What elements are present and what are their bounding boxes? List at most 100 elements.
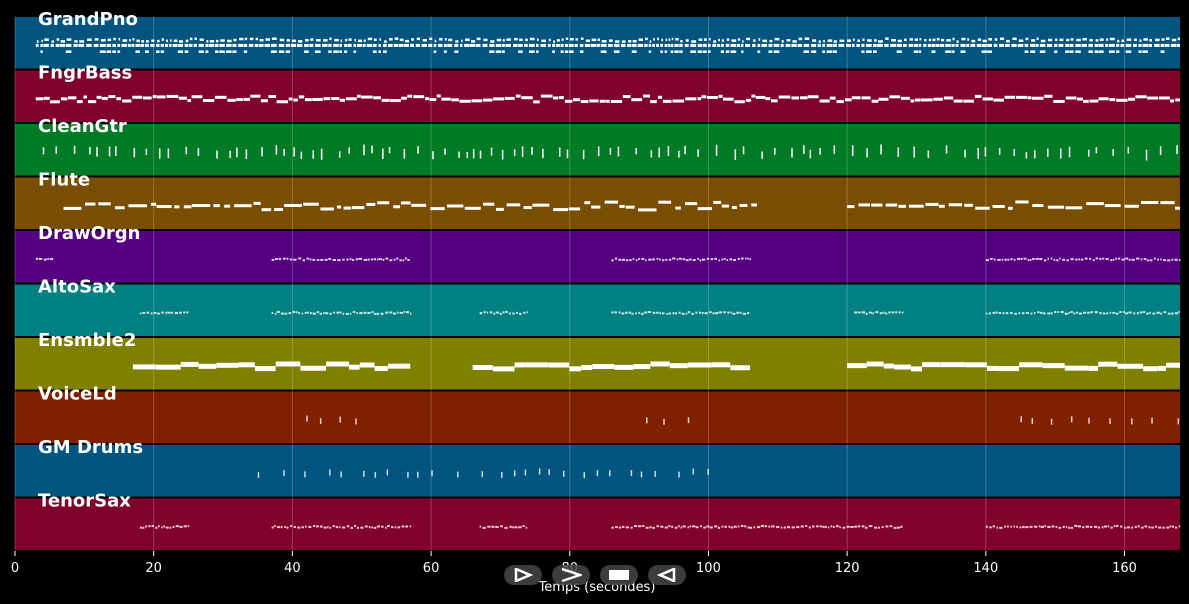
note: [737, 258, 740, 261]
note: [614, 40, 620, 43]
note: [492, 366, 515, 372]
note: [827, 526, 830, 529]
note: [640, 312, 644, 315]
note: [874, 526, 878, 529]
note: [250, 94, 261, 98]
note: [922, 362, 941, 368]
note: [501, 43, 505, 47]
note: [118, 37, 121, 41]
note: [44, 96, 50, 100]
note: [399, 38, 404, 42]
note: [758, 38, 761, 41]
note: [644, 43, 648, 47]
note: [320, 207, 334, 211]
note: [1062, 258, 1066, 261]
note: [1101, 526, 1104, 529]
note: [733, 258, 737, 261]
note: [306, 415, 308, 422]
stop-button[interactable]: [600, 565, 638, 585]
note: [1141, 526, 1144, 529]
note: [490, 40, 495, 43]
note: [600, 43, 607, 47]
note: [773, 43, 780, 47]
note: [778, 95, 791, 99]
note: [702, 311, 704, 314]
note: [1030, 312, 1033, 315]
note: [429, 98, 437, 102]
note: [609, 470, 611, 477]
note: [1131, 258, 1135, 261]
note: [513, 37, 518, 41]
note: [652, 311, 656, 314]
note: [323, 97, 331, 101]
note: [706, 525, 710, 528]
note: [370, 258, 373, 261]
note: [214, 50, 219, 53]
note: [98, 202, 111, 206]
note: [1135, 95, 1147, 99]
note: [302, 259, 306, 262]
note: [316, 38, 321, 42]
note: [312, 97, 323, 101]
track-band: [15, 70, 1180, 122]
note: [864, 526, 868, 529]
note: [509, 525, 512, 528]
note: [220, 39, 225, 42]
note: [768, 43, 773, 47]
note: [376, 258, 379, 261]
note: [861, 50, 865, 53]
note: [349, 258, 352, 261]
note: [1087, 311, 1090, 314]
note: [878, 97, 889, 101]
note: [700, 525, 702, 528]
note: [873, 43, 877, 47]
note: [581, 365, 593, 371]
note: [340, 39, 343, 43]
note: [1034, 150, 1036, 159]
note: [1024, 43, 1029, 47]
note: [646, 417, 648, 424]
note: [334, 38, 339, 42]
note: [611, 311, 614, 314]
note: [747, 312, 750, 315]
note: [43, 258, 47, 261]
note: [633, 364, 651, 370]
note: [39, 257, 43, 260]
note: [226, 50, 232, 53]
note: [1131, 418, 1133, 425]
note: [373, 258, 377, 261]
note: [156, 43, 160, 47]
note: [257, 471, 260, 478]
note: [339, 416, 341, 423]
note: [44, 38, 49, 41]
note: [939, 43, 945, 47]
note: [762, 39, 768, 43]
note: [219, 43, 225, 47]
note: [1161, 38, 1165, 41]
note: [704, 312, 708, 315]
fast-forward-button[interactable]: [552, 565, 590, 585]
note: [336, 205, 342, 209]
note: [1099, 38, 1104, 41]
note: [740, 257, 744, 260]
note: [454, 43, 459, 47]
play-button[interactable]: [504, 565, 542, 585]
rewind-button[interactable]: [648, 565, 686, 585]
note: [1146, 312, 1149, 315]
note: [854, 311, 858, 314]
note: [396, 257, 399, 260]
note: [199, 38, 204, 41]
note: [155, 526, 158, 529]
note: [425, 97, 430, 101]
note: [1083, 99, 1089, 103]
note: [1068, 526, 1071, 529]
note: [1105, 258, 1109, 261]
note: [707, 43, 711, 47]
note: [1070, 416, 1073, 423]
note: [1068, 311, 1071, 314]
note: [78, 43, 85, 47]
note: [521, 96, 533, 100]
note: [236, 147, 238, 158]
note: [1105, 43, 1109, 47]
note: [1115, 312, 1119, 315]
